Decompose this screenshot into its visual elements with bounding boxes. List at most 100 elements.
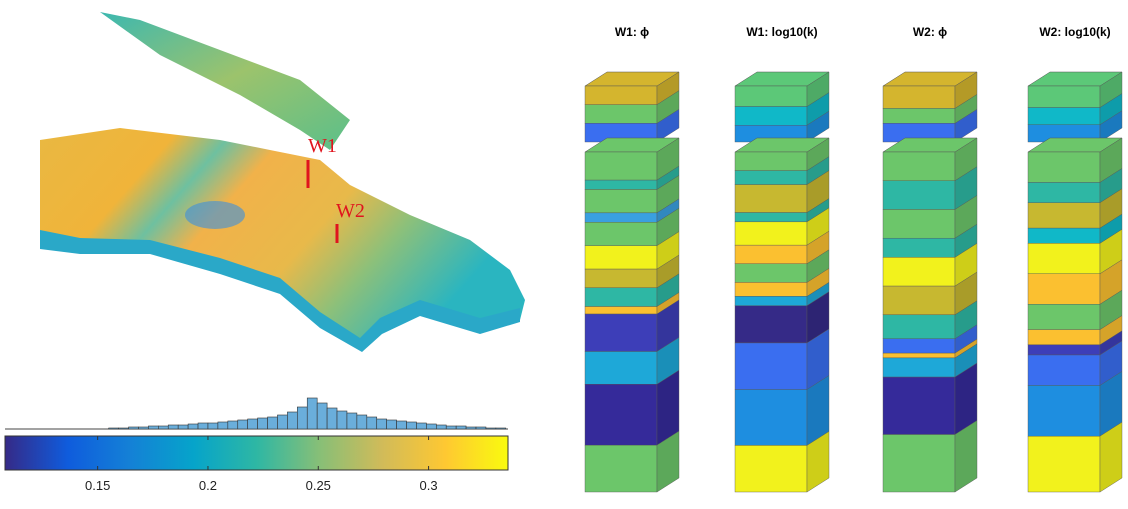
histogram-bar bbox=[306, 397, 318, 430]
block-face bbox=[1027, 435, 1101, 493]
block-face bbox=[584, 351, 658, 385]
histogram-bar bbox=[148, 425, 159, 430]
block-side bbox=[954, 108, 978, 143]
block-face bbox=[882, 151, 956, 181]
block-face bbox=[1027, 344, 1101, 356]
block-face bbox=[882, 108, 956, 124]
block-face bbox=[584, 384, 658, 446]
histogram-bar bbox=[495, 427, 507, 430]
block-face bbox=[882, 180, 956, 210]
histogram-bar bbox=[366, 416, 378, 430]
histogram-bar bbox=[297, 406, 308, 430]
column-title: W2: log10(k) bbox=[1039, 25, 1110, 39]
histogram-bar bbox=[436, 424, 447, 430]
block-face bbox=[1027, 182, 1101, 203]
block-face bbox=[882, 209, 956, 239]
x-tick-label: 0.3 bbox=[420, 478, 438, 493]
reservoir-model: W1 W2 bbox=[40, 12, 525, 352]
well-label: W1 bbox=[308, 135, 337, 157]
block-face bbox=[882, 257, 956, 287]
block-face bbox=[734, 85, 808, 107]
block-face bbox=[584, 287, 658, 307]
histogram-bar bbox=[346, 412, 358, 430]
model-patch bbox=[185, 201, 245, 229]
histogram-bar bbox=[197, 422, 209, 430]
block-side bbox=[806, 110, 830, 143]
block-face bbox=[734, 342, 808, 390]
block-face bbox=[882, 338, 956, 354]
block-side bbox=[1099, 421, 1123, 493]
histogram-bar bbox=[177, 424, 189, 430]
histogram-bar bbox=[207, 422, 219, 430]
histogram-bar bbox=[257, 417, 268, 430]
block-face bbox=[734, 296, 808, 306]
block-face bbox=[1027, 227, 1101, 244]
block-face bbox=[734, 305, 808, 344]
block-face bbox=[734, 263, 808, 283]
block-face bbox=[882, 237, 956, 258]
x-tick-label: 0.25 bbox=[306, 478, 331, 493]
model-prong bbox=[100, 12, 350, 150]
block-face bbox=[734, 106, 808, 126]
block-face bbox=[1027, 202, 1101, 229]
column-title: W1: ϕ bbox=[615, 25, 649, 39]
histogram-bar bbox=[118, 427, 129, 430]
block-side bbox=[656, 430, 680, 493]
columns: W1: ϕ W1: log10(k) W2: ϕ W2: log10(k) bbox=[615, 25, 1111, 39]
block-face bbox=[1027, 304, 1101, 330]
histogram-bar bbox=[316, 402, 328, 430]
block-face bbox=[584, 104, 658, 124]
block-face bbox=[734, 170, 808, 185]
block-face bbox=[1027, 85, 1101, 108]
histogram-bar bbox=[455, 425, 467, 430]
block-face bbox=[1027, 354, 1101, 386]
block-face bbox=[734, 282, 808, 297]
block-face bbox=[1027, 151, 1101, 183]
block-face bbox=[734, 221, 808, 246]
block-face bbox=[1027, 385, 1101, 437]
histogram-bar bbox=[158, 425, 169, 430]
block-face bbox=[584, 444, 658, 493]
block-side bbox=[806, 431, 830, 493]
block-face bbox=[882, 85, 956, 109]
histogram-bar bbox=[128, 426, 139, 430]
histogram-bar bbox=[386, 419, 397, 430]
histogram-bar bbox=[465, 426, 477, 430]
histogram-bar bbox=[475, 426, 487, 430]
block-face bbox=[734, 244, 808, 264]
histogram-bar bbox=[396, 420, 407, 430]
histogram-bar bbox=[445, 425, 457, 430]
histogram-bar bbox=[426, 423, 437, 430]
histogram-bar bbox=[237, 419, 248, 430]
histogram-bar bbox=[406, 421, 417, 430]
histogram-bar bbox=[167, 424, 179, 430]
block-face bbox=[584, 151, 658, 181]
block-face bbox=[734, 184, 808, 213]
block-face bbox=[584, 85, 658, 105]
block-face bbox=[734, 389, 808, 446]
x-tick-label: 0.15 bbox=[85, 478, 110, 493]
histogram-bar bbox=[485, 427, 497, 430]
block-face bbox=[882, 376, 956, 435]
histogram-bar bbox=[376, 418, 387, 430]
block-face bbox=[584, 245, 658, 270]
model-surface bbox=[40, 128, 525, 350]
block-face bbox=[734, 151, 808, 171]
column-title: W2: ϕ bbox=[913, 25, 947, 39]
histogram-bar bbox=[108, 427, 119, 430]
block-face bbox=[1027, 107, 1101, 125]
block-face bbox=[882, 352, 956, 359]
histogram-bar bbox=[247, 418, 258, 430]
histogram-bar bbox=[277, 414, 288, 430]
block-face bbox=[584, 189, 658, 214]
block-face bbox=[584, 212, 658, 223]
histogram-bar bbox=[326, 407, 338, 430]
block-face bbox=[882, 434, 956, 493]
block-face bbox=[882, 285, 956, 316]
block-face bbox=[1027, 329, 1101, 346]
block-face bbox=[882, 314, 956, 339]
block-side bbox=[1099, 110, 1123, 143]
well-label: W2 bbox=[336, 200, 365, 222]
block-face bbox=[584, 268, 658, 289]
